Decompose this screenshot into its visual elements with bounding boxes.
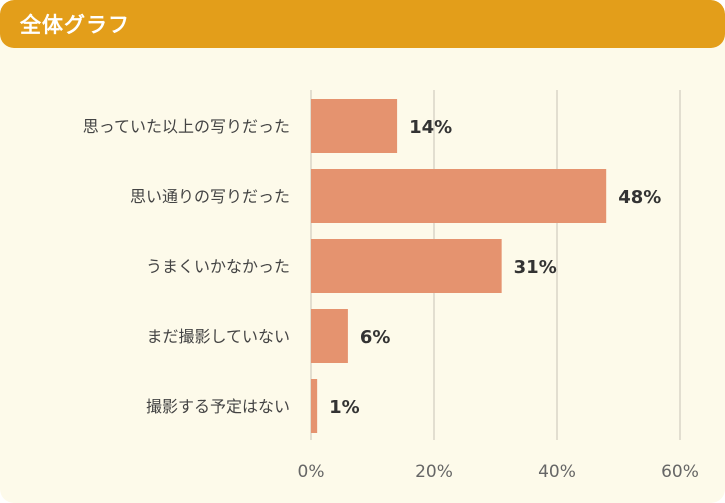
chart-header: 全体グラフ [0, 0, 725, 48]
bar [311, 379, 318, 433]
bar [311, 239, 502, 293]
x-tick-label: 0% [298, 462, 325, 482]
x-tick-label: 40% [538, 462, 576, 482]
bar [311, 309, 348, 363]
category-label: うまくいかなかった [146, 257, 290, 276]
category-label: まだ撮影していない [146, 327, 290, 346]
bar [311, 99, 398, 153]
category-label: 思っていた以上の写りだった [83, 117, 290, 136]
value-label: 1% [329, 397, 360, 418]
category-label: 撮影する予定はない [146, 397, 290, 416]
value-label: 48% [618, 187, 661, 208]
bar [311, 169, 607, 223]
x-tick-label: 60% [661, 462, 699, 482]
value-label: 14% [409, 117, 452, 138]
value-label: 6% [360, 327, 391, 348]
value-label: 31% [514, 257, 557, 278]
category-label: 思い通りの写りだった [130, 187, 290, 206]
x-tick-label: 20% [415, 462, 453, 482]
chart-title: 全体グラフ [20, 13, 130, 37]
